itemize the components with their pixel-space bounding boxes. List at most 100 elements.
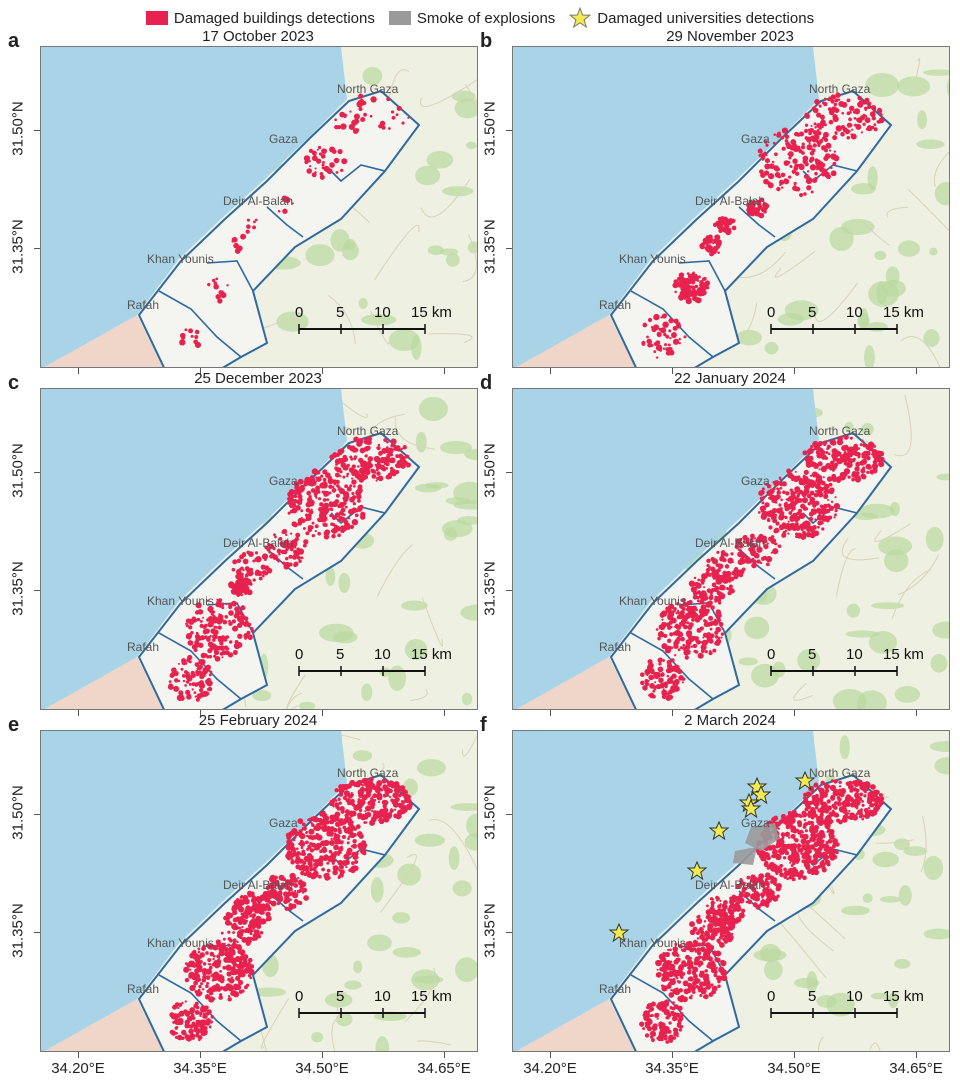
panel-date: 2 March 2024 <box>684 712 776 729</box>
axis-tick <box>200 368 201 374</box>
smoke-swatch <box>388 11 411 25</box>
scale-bar-label: 15 km <box>883 988 924 1005</box>
axis-tick <box>794 710 795 716</box>
axis-tick <box>34 130 40 131</box>
place-label-khan: Khan Younis <box>147 252 214 266</box>
latitude-label: 31.50°N <box>481 443 499 498</box>
legend-universities-label: Damaged universities detections <box>597 9 815 27</box>
place-label-gaza: Gaza <box>269 132 298 146</box>
scale-bar-label: 10 <box>846 304 863 321</box>
place-label-north_gaza: North Gaza <box>337 766 399 780</box>
longitude-label: 34.35°E <box>173 1060 227 1077</box>
university-star-icon <box>708 820 730 841</box>
panel-letter: c <box>8 372 20 394</box>
map-panel-e: North Gaza Gaza Deir Al-Balah Khan Younis Ra… <box>40 730 478 1052</box>
scale-bar-label: 15 km <box>411 646 452 663</box>
map-svg: North Gaza Gaza Deir Al-Balah Khan Younis Ra… <box>41 731 477 1051</box>
place-label-rafah: Rafah <box>599 640 631 654</box>
latitude-label: 31.35°N <box>9 903 27 958</box>
axis-tick <box>550 710 551 716</box>
legend-smoke: Smoke of explosions <box>388 10 555 27</box>
scale-bar-label: 0 <box>295 988 303 1005</box>
axis-tick <box>78 710 79 716</box>
panel-date: 17 October 2023 <box>202 28 314 45</box>
axis-tick <box>506 932 512 933</box>
scale-bar: 0 5 10 15 km <box>767 304 924 334</box>
axis-tick <box>34 590 40 591</box>
scale-bar-label: 15 km <box>411 304 452 321</box>
map-svg: North Gaza Gaza Deir Al-Balah Khan Younis Ra… <box>41 389 477 709</box>
scale-bar-label: 5 <box>808 646 816 663</box>
legend-universities: Damaged universities detections <box>569 7 814 29</box>
longitude-label: 34.35°E <box>645 1060 699 1077</box>
scale-bar-label: 10 <box>846 646 863 663</box>
place-label-khan: Khan Younis <box>619 936 686 950</box>
legend-damaged-label: Damaged buildings detections <box>173 9 375 27</box>
panel-letter: f <box>480 714 487 736</box>
map-svg: North Gaza Gaza Deir Al-Balah Khan Younis Ra… <box>41 47 477 367</box>
place-label-deir: Deir Al-Balah <box>223 194 293 208</box>
axis-tick <box>322 710 323 716</box>
place-label-gaza: Gaza <box>741 132 770 146</box>
scale-bar-label: 15 km <box>411 988 452 1005</box>
damaged-swatch <box>145 11 168 25</box>
axis-tick <box>506 472 512 473</box>
latitude-label: 31.50°N <box>9 443 27 498</box>
scale-bar: 0 5 10 15 km <box>767 646 924 676</box>
latitude-label: 31.50°N <box>9 101 27 156</box>
place-label-deir: Deir Al-Balah <box>695 194 765 208</box>
axis-tick <box>550 1052 551 1058</box>
map-panel-c: North Gaza Gaza Deir Al-Balah Khan Younis Ra… <box>40 388 478 710</box>
panel-date: 22 January 2024 <box>674 370 786 387</box>
place-label-khan: Khan Younis <box>619 252 686 266</box>
scale-bar-label: 5 <box>808 988 816 1005</box>
place-label-gaza: Gaza <box>741 474 770 488</box>
scale-bar-label: 0 <box>767 988 775 1005</box>
panel-letter: b <box>480 30 493 52</box>
place-label-rafah: Rafah <box>599 298 631 312</box>
place-label-rafah: Rafah <box>127 298 159 312</box>
scale-bar-label: 10 <box>374 646 391 663</box>
legend-damaged: Damaged buildings detections <box>145 9 375 27</box>
scale-bar-label: 5 <box>336 646 344 663</box>
scale-bar-label: 0 <box>295 646 303 663</box>
scale-bar-label: 10 <box>374 988 391 1005</box>
axis-tick <box>78 368 79 374</box>
axis-tick <box>322 368 323 374</box>
university-star-icon <box>750 784 772 805</box>
longitude-label: 34.20°E <box>51 1060 105 1077</box>
place-label-north_gaza: North Gaza <box>809 766 871 780</box>
scale-bar-label: 0 <box>767 304 775 321</box>
place-label-rafah: Rafah <box>127 640 159 654</box>
scale-bar-label: 5 <box>336 988 344 1005</box>
scale-bar: 0 5 10 15 km <box>295 304 452 334</box>
panel-date: 25 February 2024 <box>198 712 318 729</box>
axis-tick <box>444 710 445 716</box>
panel-letter: d <box>480 372 493 394</box>
longitude-label: 34.65°E <box>889 1060 943 1077</box>
place-label-deir: Deir Al-Balah <box>695 536 765 550</box>
axis-tick <box>506 130 512 131</box>
scale-bar-label: 10 <box>374 304 391 321</box>
scale-bar-label: 0 <box>295 304 303 321</box>
latitude-label: 31.50°N <box>9 785 27 840</box>
axis-tick <box>916 368 917 374</box>
axis-tick <box>200 710 201 716</box>
latitude-label: 31.35°N <box>481 219 499 274</box>
axis-tick <box>200 1052 201 1058</box>
axis-tick <box>672 1052 673 1058</box>
place-label-khan: Khan Younis <box>619 594 686 608</box>
map-panel-f: North Gaza Gaza Deir Al-Balah Khan Younis Ra… <box>512 730 950 1052</box>
panel-date: 25 December 2023 <box>194 370 322 387</box>
axis-tick <box>506 590 512 591</box>
longitude-label: 34.20°E <box>523 1060 577 1077</box>
university-star-icon <box>686 860 708 881</box>
scale-bar-label: 15 km <box>883 646 924 663</box>
axis-tick <box>444 368 445 374</box>
place-label-north_gaza: North Gaza <box>337 424 399 438</box>
axis-tick <box>916 710 917 716</box>
place-label-deir: Deir Al-Balah <box>223 878 293 892</box>
longitude-label: 34.50°E <box>767 1060 821 1077</box>
place-label-north_gaza: North Gaza <box>809 424 871 438</box>
longitude-label: 34.50°E <box>295 1060 349 1077</box>
